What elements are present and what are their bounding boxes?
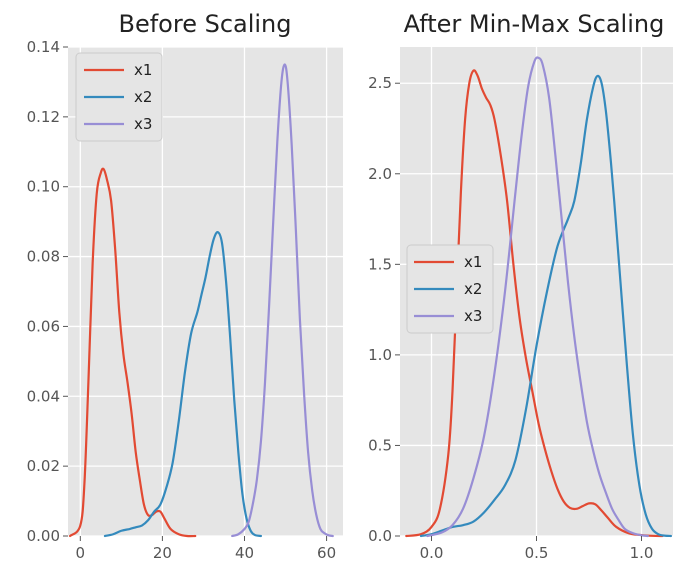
grid	[68, 46, 343, 537]
y-tick-label: 0.04	[27, 387, 60, 405]
series-line-x3	[231, 63, 334, 538]
y-tick-label: 0.12	[27, 108, 60, 126]
y-tick-label: 2.0	[368, 165, 392, 183]
chart-title: After Min-Max Scaling	[404, 10, 665, 38]
y-tick-label: 0.00	[27, 527, 60, 545]
legend-label-x2: x2	[134, 88, 152, 106]
chart-title: Before Scaling	[118, 10, 291, 38]
y-tick-label: 0.5	[368, 436, 392, 454]
chart-before-scaling: Before Scaling 0 20 40 60 0.000.020.040.060…	[27, 10, 343, 562]
y-tick-label: 0.06	[27, 317, 60, 335]
series-line-x1	[68, 167, 197, 538]
y-tick-label: 1.0	[368, 346, 392, 364]
legend-label-x3: x3	[134, 115, 152, 133]
x-tick-label: 20	[153, 544, 172, 562]
y-axis: 0.00 0.02 0.04 0.06 0.08 0.10 0.12 0.14	[27, 38, 68, 545]
y-tick-label: 2.5	[368, 74, 392, 92]
series-line-x3	[426, 56, 649, 538]
chart-after-minmax-scaling: After Min-Max Scaling 0.0 0.5 1.0 0.0 0.5 1.…	[368, 10, 673, 562]
y-tick-label: 1.5	[368, 255, 392, 273]
series-line-x2	[419, 74, 672, 538]
x-tick-label: 60	[317, 544, 336, 562]
curves	[68, 63, 334, 538]
x-tick-label: 1.0	[630, 544, 654, 562]
y-tick-label: 0.02	[27, 457, 60, 475]
y-tick-label: 0.0	[368, 527, 392, 545]
legend-label-x2: x2	[464, 280, 482, 298]
x-axis: 0.0 0.5 1.0	[420, 536, 654, 562]
series-line-x2	[103, 230, 263, 538]
legend-label-x3: x3	[464, 307, 482, 325]
legend-label-x1: x1	[464, 253, 482, 271]
x-tick-label: 0	[76, 544, 86, 562]
y-axis: 0.0 0.5 1.0 1.5 2.0 2.5	[368, 74, 400, 545]
legend-label-x1: x1	[134, 61, 152, 79]
y-tick-label: 0.10	[27, 178, 60, 196]
legend: x1 x2 x3	[406, 244, 494, 334]
y-tick-label: 0.08	[27, 248, 60, 266]
x-tick-label: 40	[235, 544, 254, 562]
x-tick-label: 0.5	[525, 544, 549, 562]
x-axis: 0 20 40 60	[76, 536, 336, 562]
legend: x1 x2 x3	[75, 52, 163, 142]
x-tick-label: 0.0	[420, 544, 444, 562]
y-tick-label: 0.14	[27, 38, 60, 56]
